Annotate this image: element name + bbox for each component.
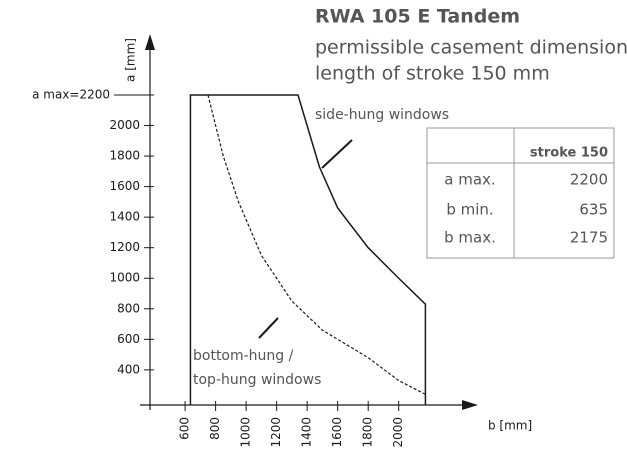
y-tick-label: 1200 <box>109 240 140 254</box>
annotation: top-hung windows <box>193 372 321 388</box>
table-cell: b max. <box>444 229 496 247</box>
x-axis-label: b [mm] <box>488 419 532 433</box>
y-tick-label: 1600 <box>109 179 140 193</box>
annotation: side-hung windows <box>315 107 449 123</box>
x-tick-label: 1000 <box>239 417 253 448</box>
x-tick-label: 1600 <box>330 417 344 448</box>
table-header: stroke 150 <box>530 146 608 161</box>
x-tick-label: 1800 <box>361 417 375 448</box>
x-tick-label: 1200 <box>269 417 283 448</box>
chart-title: RWA 105 E Tandem <box>315 6 520 28</box>
table <box>426 127 615 259</box>
x-tick-label: 2000 <box>391 417 405 448</box>
x-tick-label: 600 <box>178 417 192 440</box>
y-tick-label: a max=2200 <box>32 87 110 101</box>
y-axis-label: a [mm] <box>124 38 138 82</box>
y-tick-label: 800 <box>117 301 140 315</box>
x-tick-label: 800 <box>208 417 222 440</box>
y-tick-label: 1800 <box>109 149 140 163</box>
table-cell: a max. <box>444 171 495 189</box>
table-cell: b min. <box>446 201 493 219</box>
leader-line <box>258 317 279 339</box>
series-line <box>207 94 426 395</box>
chart-subtitle: permissible casement dimensions, <box>315 37 627 59</box>
table-cell: 2175 <box>570 229 608 247</box>
y-tick-label: 2000 <box>109 118 140 132</box>
y-arrow <box>145 34 155 50</box>
x-arrow <box>462 400 478 410</box>
table-cell: 635 <box>579 201 608 219</box>
chart-subtitle: length of stroke 150 mm <box>315 63 550 85</box>
y-tick-label: 1000 <box>109 271 140 285</box>
annotation: bottom-hung / <box>193 348 294 364</box>
table-border <box>426 127 615 259</box>
leader-line <box>321 139 353 169</box>
table-cell: 2200 <box>570 171 608 189</box>
y-tick-label: 1400 <box>109 210 140 224</box>
x-tick-label: 1400 <box>300 417 314 448</box>
y-tick-label: 600 <box>117 332 140 346</box>
y-tick-label: 400 <box>117 362 140 376</box>
series-line <box>189 94 427 405</box>
